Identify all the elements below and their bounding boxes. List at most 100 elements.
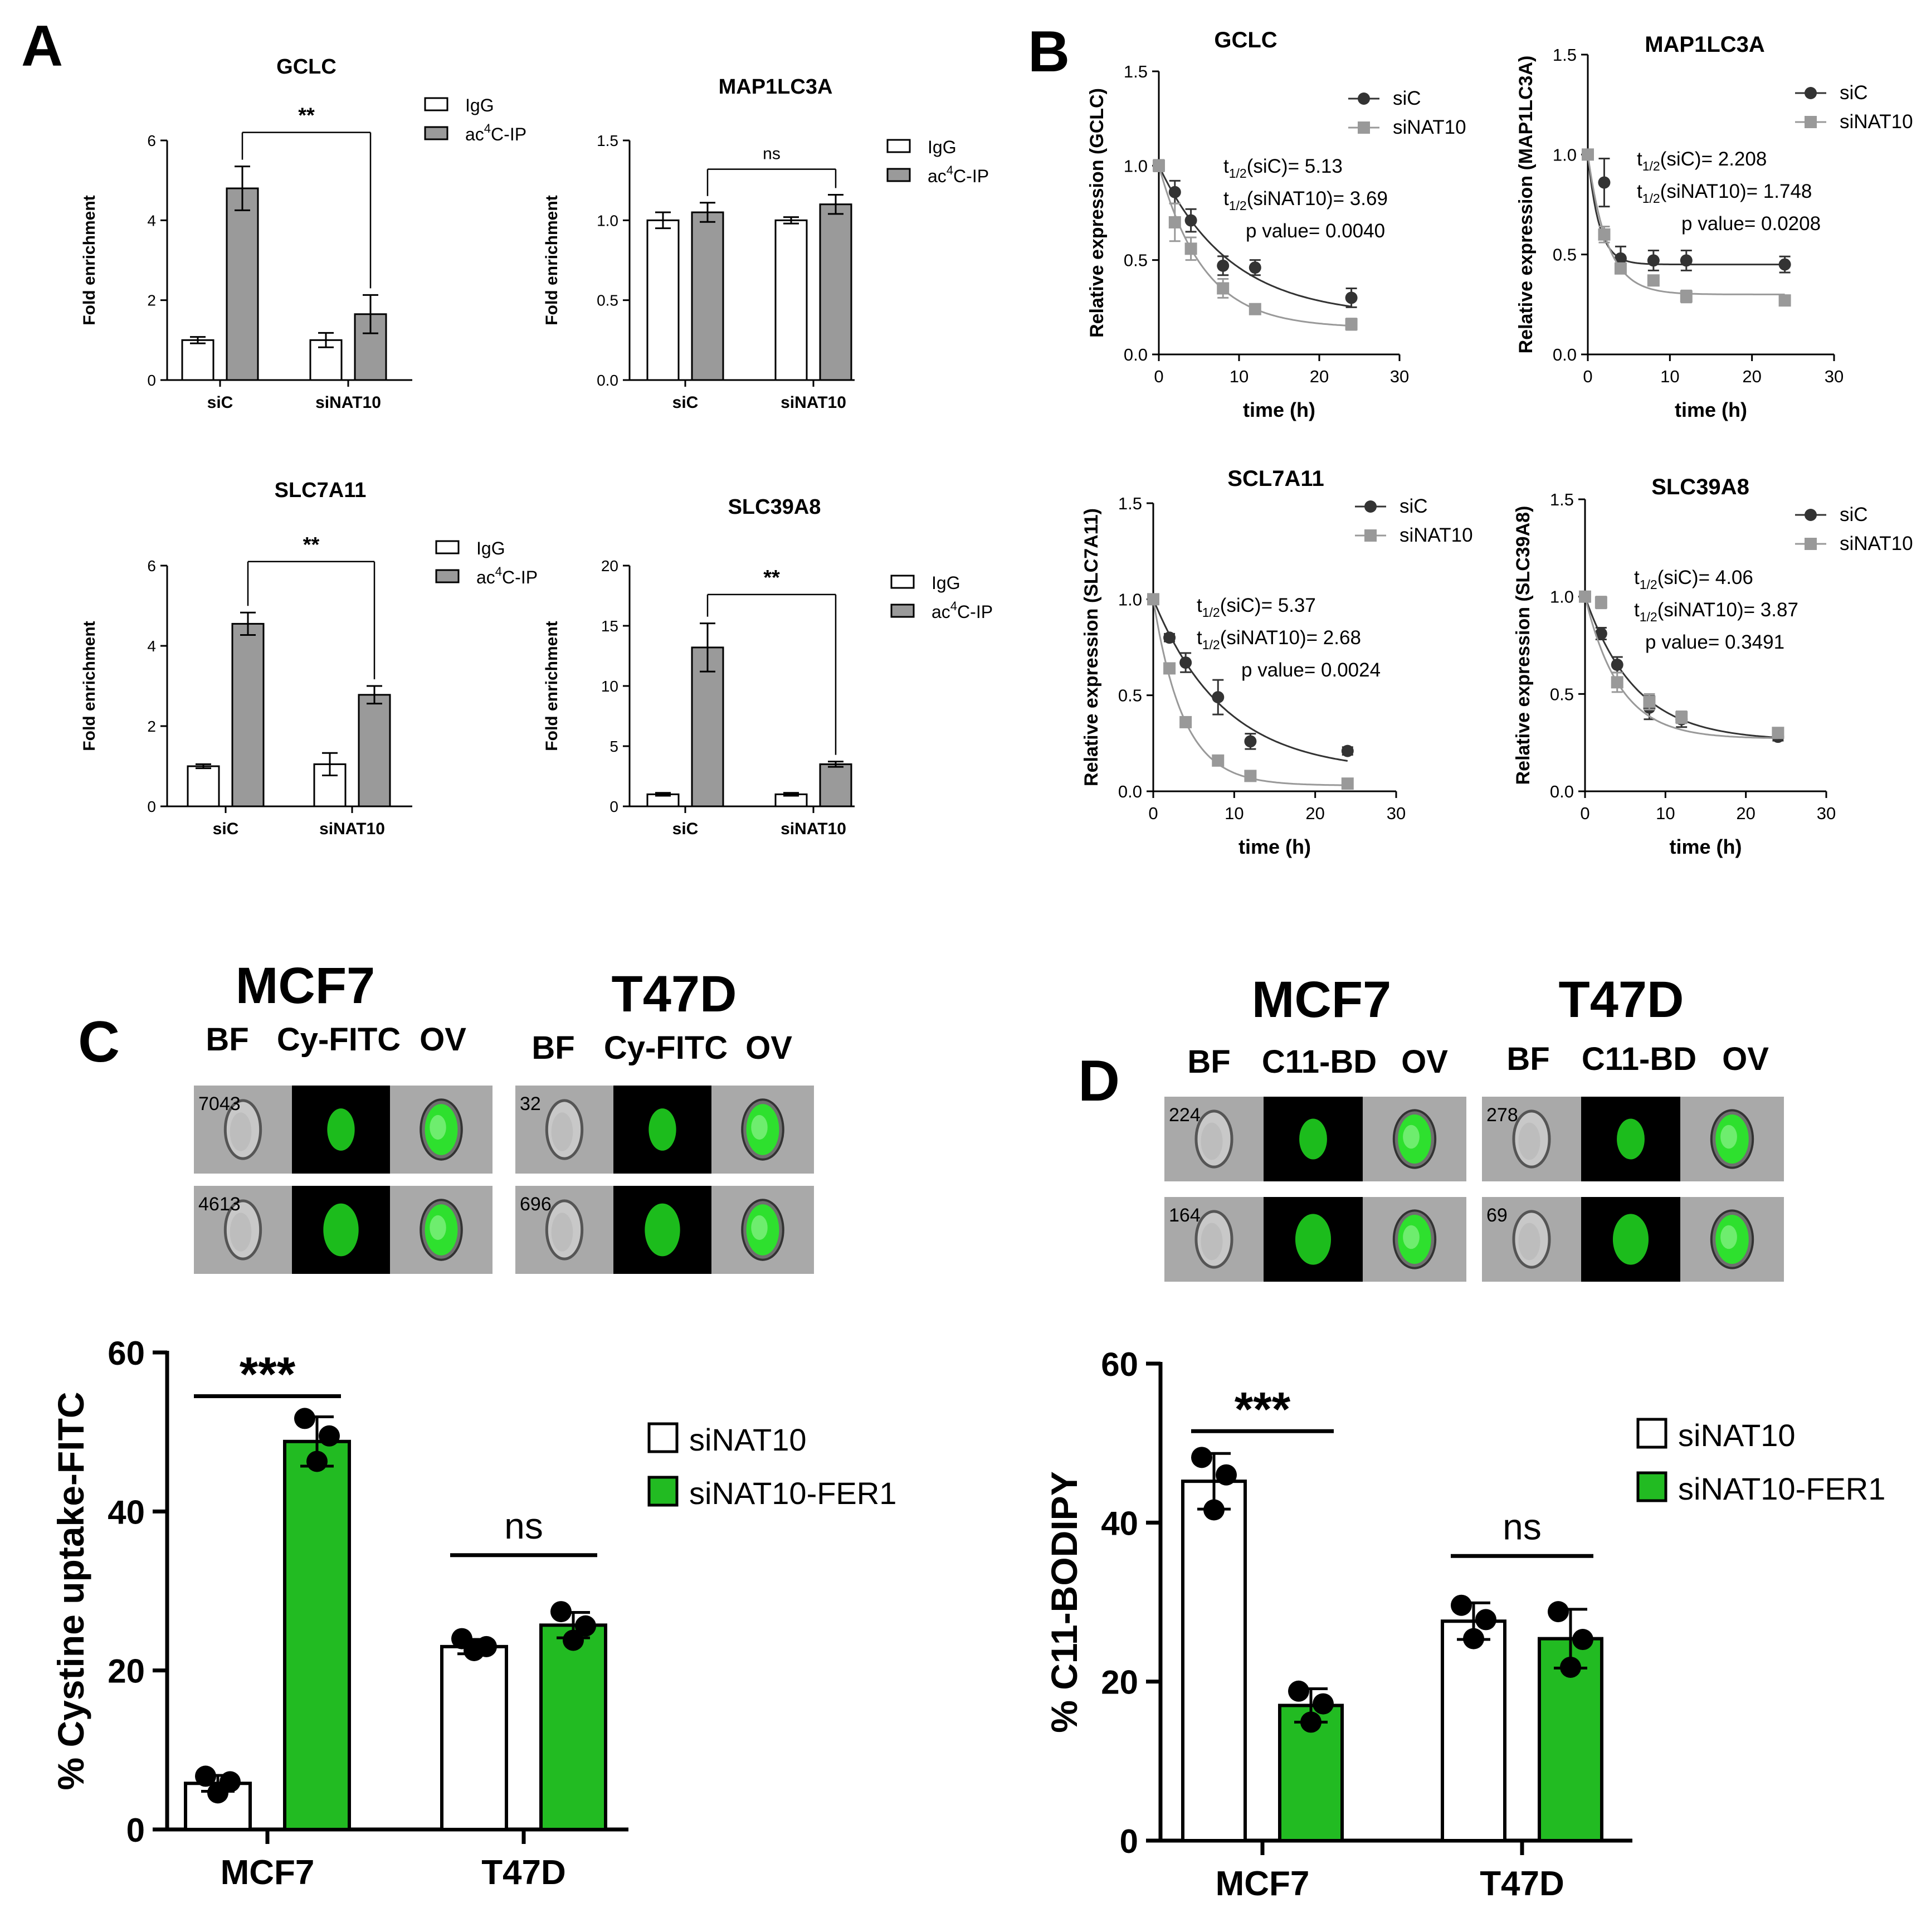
channel-label: OV [420, 1021, 466, 1058]
annotation-part: (siC)= 5.13 [1247, 155, 1343, 177]
y-axis-label: Fold enrichment [80, 621, 99, 751]
cell-line-title: T47D [612, 966, 737, 1023]
x-axis-label: time (h) [1675, 398, 1747, 421]
panel-label-A: A [21, 14, 63, 79]
legend-label: ac4C-IP [932, 599, 993, 622]
half-life-annotation: t1/2(siC)= 2.208 [1637, 148, 1767, 173]
bar-ac4c-ip [226, 187, 259, 381]
legend-label: siNAT10 [1678, 1418, 1796, 1453]
annotation-part: (siNAT10)= 3.69 [1247, 188, 1388, 210]
y-tick-label: 0.5 [1124, 251, 1148, 270]
annotation-part: t [1197, 627, 1202, 649]
half-life-annotation: t1/2(siC)= 5.37 [1197, 595, 1316, 620]
legend-label: siNAT10 [689, 1422, 807, 1457]
data-point-sinat10 [1680, 290, 1693, 303]
data-point-sic [1168, 186, 1181, 198]
data-point-sinat10 [1579, 590, 1591, 603]
cell-fluorescence [648, 1108, 676, 1151]
data-point-sic [1598, 176, 1611, 189]
cell-line-title: T47D [1559, 971, 1684, 1028]
x-tick-label: 20 [1742, 367, 1761, 386]
data-point-sic [1184, 214, 1197, 227]
half-life-annotation: p value= 0.3491 [1645, 631, 1784, 653]
half-life-annotation: t1/2(siNAT10)= 1.748 [1637, 181, 1812, 206]
x-tick-label: siC [672, 820, 699, 838]
legend-swatch [886, 168, 911, 182]
data-point-sic [1594, 627, 1607, 640]
legend-swatch [886, 139, 911, 153]
y-tick-label: 0.0 [597, 372, 618, 389]
annotation-part: t [1637, 148, 1642, 170]
legend-label-part: ac [932, 602, 950, 622]
x-tick-label: 0 [1148, 804, 1158, 823]
replicate-point [1216, 1464, 1237, 1486]
data-point-sic [1212, 691, 1225, 704]
data-point-sinat10 [1778, 294, 1791, 307]
annotation-part: t [1223, 155, 1229, 177]
legend-label: siNAT10 [1840, 111, 1913, 133]
channel-label: C11-BD [1262, 1044, 1377, 1080]
cell-overlay-highlight [1403, 1225, 1420, 1249]
bar-sinat10 [1181, 1480, 1247, 1843]
data-point-sic [1611, 658, 1623, 671]
y-tick-label: 1.0 [1553, 145, 1577, 164]
y-tick-label: 0.5 [1553, 245, 1577, 265]
legend-label: siC [1840, 82, 1868, 104]
x-tick-label: 0 [1583, 367, 1592, 386]
legend-label: siC [1840, 504, 1868, 525]
channel-label: OV [745, 1030, 792, 1066]
annotation-part: p value= 0.0040 [1246, 220, 1385, 242]
cell-fluorescence [1299, 1118, 1327, 1160]
cell-overlay-highlight [1720, 1225, 1737, 1249]
legend-label-part: ac [476, 567, 495, 587]
data-point-sinat10 [1212, 754, 1225, 767]
annotation-subscript: 1/2 [1229, 198, 1247, 213]
chart-title: GCLC [1214, 28, 1277, 52]
bar-igg [309, 339, 343, 381]
replicate-point [1463, 1628, 1484, 1649]
data-point-sinat10 [1614, 262, 1627, 275]
channel-label: Cy-FITC [277, 1021, 401, 1058]
legend-swatch [435, 569, 460, 583]
annotation-part: p value= 0.0208 [1681, 213, 1821, 235]
y-axis-label: % Cystine uptake-FITC [50, 1391, 91, 1790]
data-point-sic [1217, 259, 1230, 272]
significance-label: ns [504, 1505, 543, 1546]
data-point-sic [1179, 656, 1192, 669]
data-point-sinat10 [1647, 274, 1660, 287]
data-point-sinat10 [1179, 716, 1192, 728]
bar-ac4c-ip [354, 313, 387, 381]
significance-label: ** [298, 104, 315, 128]
cell-fluorescence [1295, 1214, 1332, 1265]
event-id: 224 [1169, 1104, 1201, 1126]
significance-label: ns [1503, 1506, 1542, 1547]
annotation-subscript: 1/2 [1642, 191, 1660, 206]
annotation-subscript: 1/2 [1229, 166, 1247, 181]
legend-label-part: C-IP [957, 602, 993, 622]
fit-curve-sic [1587, 154, 1785, 266]
chart-title: MAP1LC3A [719, 75, 833, 99]
legend-swatch [1636, 1471, 1667, 1502]
channel-label: Cy-FITC [604, 1030, 728, 1066]
x-tick-label: MCF7 [1216, 1865, 1310, 1903]
y-tick-label: 2 [147, 292, 156, 309]
legend-swatch [647, 1422, 679, 1453]
significance-label: ** [303, 533, 320, 557]
x-axis-label: time (h) [1243, 398, 1315, 421]
annotation-subscript: 1/2 [1640, 610, 1657, 624]
cell-nucleus [1201, 1122, 1223, 1160]
replicate-point [195, 1765, 216, 1787]
x-tick-label: siNAT10 [781, 393, 846, 412]
event-id: 32 [520, 1093, 541, 1115]
y-tick-label: 60 [1101, 1346, 1138, 1383]
data-point-sinat10 [1582, 148, 1594, 161]
y-tick-label: 15 [601, 617, 618, 635]
replicate-point [1300, 1711, 1322, 1733]
y-tick-label: 1.0 [1118, 590, 1142, 609]
y-tick-label: 0.0 [1124, 345, 1148, 364]
data-point-sic [1614, 252, 1627, 265]
data-point-sinat10 [1611, 676, 1623, 689]
bar-ac4c-ip [358, 694, 391, 807]
legend-label: siNAT10-FER1 [689, 1476, 896, 1511]
x-tick-label: 30 [1387, 804, 1406, 823]
